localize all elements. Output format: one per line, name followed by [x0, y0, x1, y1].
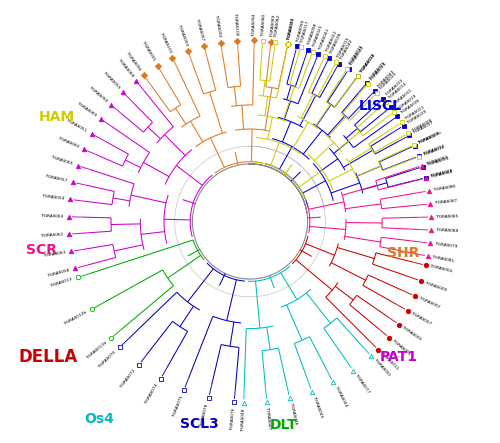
Text: TrGRAS057: TrGRAS057 — [45, 174, 69, 183]
Text: TrGRAS038: TrGRAS038 — [329, 32, 343, 55]
Text: SCR: SCR — [26, 243, 58, 257]
Text: TrGRAS019: TrGRAS019 — [397, 93, 418, 110]
Text: TrGRAS094: TrGRAS094 — [252, 12, 257, 35]
Text: DLT: DLT — [270, 418, 297, 432]
Text: TrGRAS009b: TrGRAS009b — [418, 130, 443, 144]
Text: TrGRAS089: TrGRAS089 — [270, 13, 276, 37]
Text: TrGRAS080: TrGRAS080 — [261, 13, 266, 36]
Text: TrGRAS051: TrGRAS051 — [66, 118, 88, 133]
Text: TrGRAS023: TrGRAS023 — [287, 16, 296, 40]
Text: TrGRAS010: TrGRAS010 — [423, 144, 446, 157]
Text: TrGRAS048: TrGRAS048 — [240, 408, 246, 431]
Text: HAM: HAM — [39, 110, 76, 124]
Text: TrGRAS030: TrGRAS030 — [427, 156, 450, 167]
Text: TrGRAS004: TrGRAS004 — [430, 264, 454, 274]
Text: TrGRAS005: TrGRAS005 — [392, 339, 412, 357]
Text: TrGRAS083: TrGRAS083 — [426, 155, 450, 166]
Text: TrGRAS090: TrGRAS090 — [286, 16, 296, 40]
Text: TrGRAS099: TrGRAS099 — [296, 19, 306, 42]
Text: TrGRAS069: TrGRAS069 — [76, 101, 98, 118]
Text: TrGRAS041: TrGRAS041 — [318, 27, 331, 50]
Text: TrGRAS040: TrGRAS040 — [350, 45, 366, 66]
Text: TrGRAS044: TrGRAS044 — [334, 386, 348, 408]
Text: TrGRAS078: TrGRAS078 — [200, 402, 209, 426]
Text: TrGRAS060: TrGRAS060 — [58, 136, 80, 149]
Text: TrGRAS014: TrGRAS014 — [388, 82, 408, 100]
Text: TrGRAS013: TrGRAS013 — [50, 277, 74, 288]
Text: TrGRAS055: TrGRAS055 — [102, 71, 121, 90]
Text: TrGRAS058: TrGRAS058 — [48, 268, 71, 278]
Text: TrGRAS072: TrGRAS072 — [120, 367, 138, 388]
Text: TrGRAS011b: TrGRAS011b — [86, 340, 109, 359]
Text: TrGRAS042: TrGRAS042 — [340, 38, 354, 60]
Text: TrGRAS012: TrGRAS012 — [423, 144, 446, 156]
Text: TrGRAS096: TrGRAS096 — [126, 51, 142, 72]
Text: TrGRAS082: TrGRAS082 — [274, 14, 281, 38]
Text: TrGRAS074: TrGRAS074 — [145, 382, 160, 404]
Text: SHR: SHR — [386, 245, 419, 260]
Text: TrGRAS018: TrGRAS018 — [359, 52, 376, 73]
Text: TrGRAS068: TrGRAS068 — [117, 58, 134, 78]
Text: TrGRAS045: TrGRAS045 — [312, 396, 324, 419]
Text: Os4: Os4 — [84, 412, 114, 426]
Text: TrGRAS075: TrGRAS075 — [172, 394, 184, 417]
Text: TrGRAS006: TrGRAS006 — [402, 326, 423, 342]
Text: TrGRAS007: TrGRAS007 — [411, 311, 433, 326]
Text: TrGRAS025: TrGRAS025 — [312, 24, 324, 48]
Text: TrGRAS043: TrGRAS043 — [377, 69, 396, 89]
Text: TrGRAS021: TrGRAS021 — [404, 105, 426, 121]
Text: TrGRAS027: TrGRAS027 — [418, 132, 441, 145]
Text: TrGRAS008: TrGRAS008 — [412, 118, 434, 133]
Text: TrGRAS026: TrGRAS026 — [368, 60, 386, 81]
Text: TrGRAS097: TrGRAS097 — [195, 19, 205, 42]
Text: TrGRAS002: TrGRAS002 — [418, 296, 442, 310]
Text: TrGRAS039: TrGRAS039 — [407, 109, 428, 125]
Text: TrGRAS079: TrGRAS079 — [434, 242, 458, 249]
Text: TrGRAS017: TrGRAS017 — [300, 20, 310, 43]
Text: DELLA: DELLA — [19, 348, 78, 365]
Text: TrGRAS047: TrGRAS047 — [266, 407, 272, 430]
Text: TrGRAS088: TrGRAS088 — [436, 228, 459, 233]
Text: TrGRAS087: TrGRAS087 — [435, 199, 458, 206]
Text: TrGRAS093: TrGRAS093 — [176, 24, 188, 47]
Text: TrGRAS062: TrGRAS062 — [41, 233, 64, 238]
Text: TrGRAS063: TrGRAS063 — [43, 250, 67, 258]
Text: TrGRAS101: TrGRAS101 — [158, 31, 172, 54]
Text: TrGRAS036: TrGRAS036 — [400, 98, 421, 115]
Text: TrGRAS064: TrGRAS064 — [40, 214, 64, 219]
Text: TrGRAS009: TrGRAS009 — [425, 281, 448, 292]
Text: TrGRAS031: TrGRAS031 — [393, 88, 414, 106]
Text: TrGRAS037: TrGRAS037 — [413, 120, 436, 135]
Text: TrGRAS084: TrGRAS084 — [430, 169, 454, 179]
Text: TrGRAS046: TrGRAS046 — [289, 403, 298, 426]
Text: TrGRAS024: TrGRAS024 — [370, 61, 388, 82]
Text: TrGRAS091: TrGRAS091 — [142, 40, 157, 62]
Text: TrGRAS059: TrGRAS059 — [42, 194, 66, 201]
Text: TrGRAS020: TrGRAS020 — [380, 71, 398, 90]
Text: TrGRAS012b: TrGRAS012b — [64, 310, 88, 326]
Text: TrGRAS077: TrGRAS077 — [354, 373, 371, 395]
Text: TrGRAS034: TrGRAS034 — [359, 52, 376, 73]
Text: TrGRAS081: TrGRAS081 — [432, 255, 456, 264]
Text: TrGRAS033: TrGRAS033 — [386, 78, 406, 97]
Text: TrGRAS065: TrGRAS065 — [50, 155, 74, 166]
Text: TrGRAS050: TrGRAS050 — [88, 85, 109, 103]
Text: SCL3: SCL3 — [180, 417, 218, 431]
Text: TrGRAS011: TrGRAS011 — [380, 352, 400, 371]
Text: TrGRAS028: TrGRAS028 — [430, 169, 454, 179]
Text: TrGRAS098: TrGRAS098 — [308, 23, 318, 46]
Text: TrGRAS085: TrGRAS085 — [436, 214, 460, 219]
Text: TrGRAS086: TrGRAS086 — [433, 184, 456, 192]
Text: TrGRAS015: TrGRAS015 — [336, 36, 351, 59]
Text: TrGRAS070: TrGRAS070 — [98, 350, 117, 368]
Text: PAT1: PAT1 — [380, 350, 418, 364]
Text: TrGRAS092: TrGRAS092 — [214, 15, 222, 38]
Text: TrGRAS076: TrGRAS076 — [230, 407, 236, 430]
Text: TrGRAS001: TrGRAS001 — [373, 358, 392, 378]
Text: TrGRAS022: TrGRAS022 — [325, 30, 338, 53]
Text: TrGRAS016: TrGRAS016 — [348, 44, 364, 66]
Text: TrGRAS100: TrGRAS100 — [234, 12, 239, 36]
Text: LISCL: LISCL — [359, 99, 402, 113]
